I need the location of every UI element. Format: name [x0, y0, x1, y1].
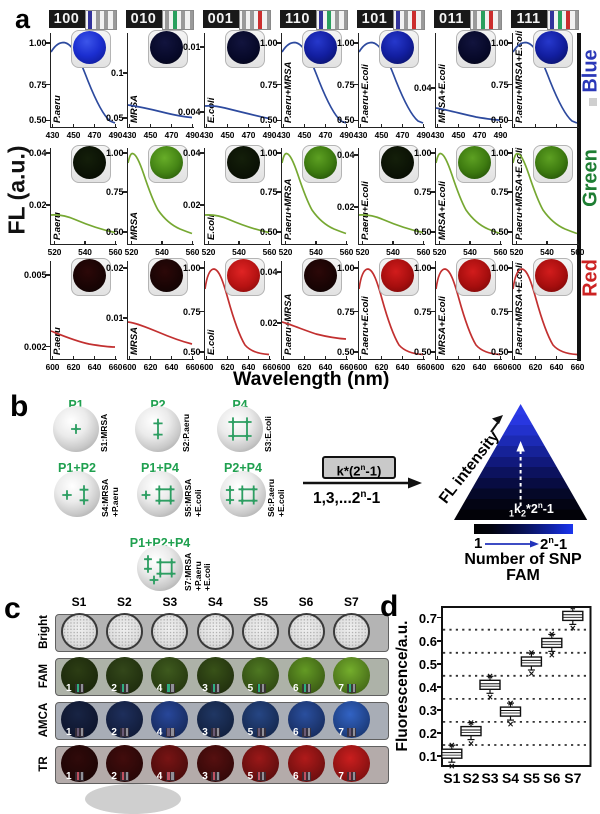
svg-text:×: ×	[549, 629, 555, 640]
svg-text:×: ×	[468, 738, 474, 749]
svg-text:×: ×	[449, 761, 455, 769]
svg-text:×: ×	[508, 719, 514, 730]
svg-text:×: ×	[487, 671, 493, 682]
svg-text:×: ×	[468, 717, 474, 728]
svg-text:×: ×	[449, 740, 455, 751]
svg-text:×: ×	[487, 692, 493, 703]
svg-text:×: ×	[528, 669, 534, 680]
svg-text:×: ×	[570, 623, 576, 634]
svg-text:×: ×	[508, 698, 514, 709]
svg-text:×: ×	[528, 648, 534, 659]
svg-text:×: ×	[570, 606, 576, 614]
svg-text:×: ×	[549, 650, 555, 661]
